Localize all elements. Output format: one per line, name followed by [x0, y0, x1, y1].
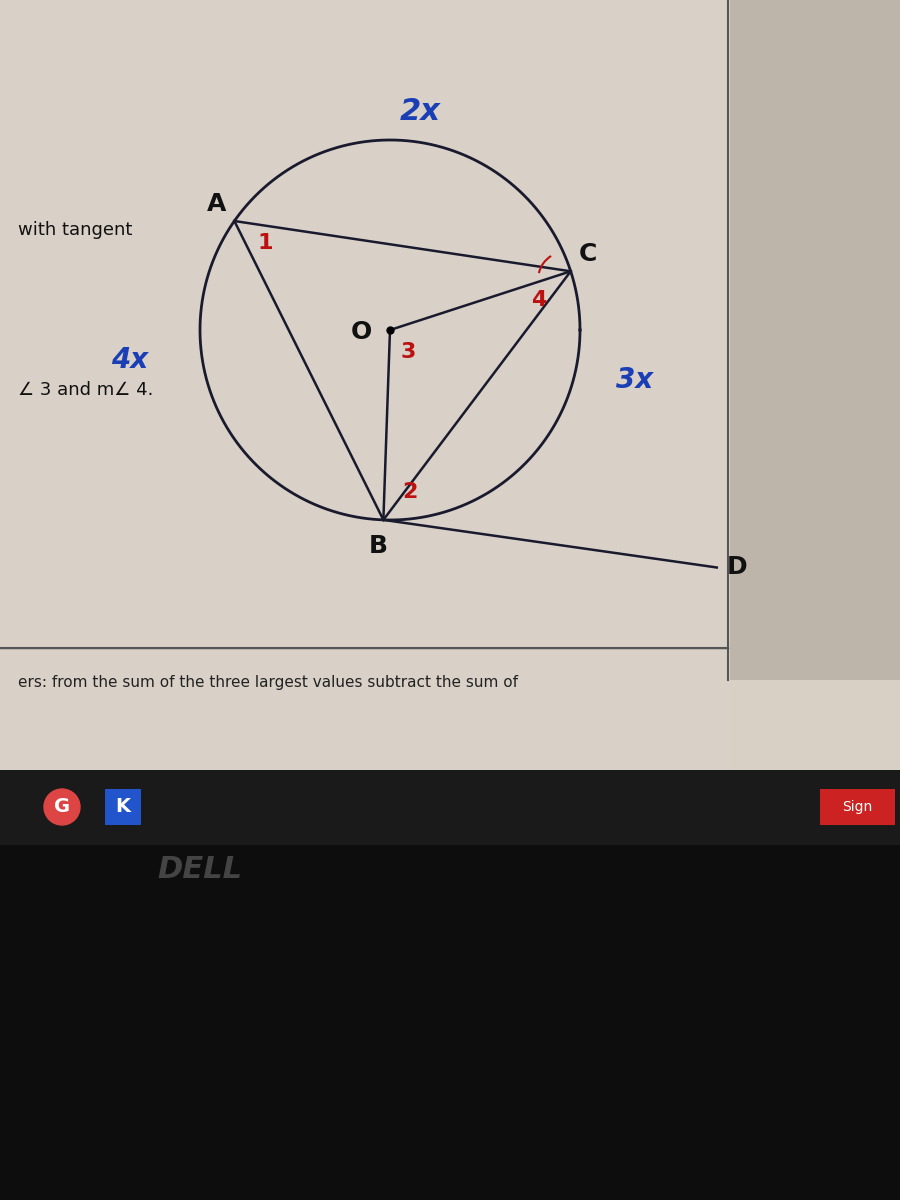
- Text: ∠ 3 and m∠ 4.: ∠ 3 and m∠ 4.: [18, 382, 153, 398]
- Bar: [0, 0, 730, 650]
- Text: K: K: [115, 798, 130, 816]
- Text: Sign: Sign: [842, 800, 872, 814]
- Text: C: C: [579, 242, 597, 266]
- Text: with tangent: with tangent: [18, 221, 132, 239]
- Text: D: D: [727, 556, 747, 580]
- Text: 3x: 3x: [616, 366, 653, 394]
- Text: 2x: 2x: [400, 97, 440, 126]
- Bar: [730, 0, 900, 680]
- Bar: [820, 790, 895, 826]
- Bar: [0, 650, 730, 770]
- Text: 3: 3: [400, 342, 416, 362]
- Text: DELL: DELL: [158, 856, 242, 884]
- Text: 4: 4: [531, 290, 547, 311]
- Text: O: O: [351, 320, 372, 344]
- Text: 4x: 4x: [112, 346, 148, 374]
- Text: B: B: [369, 534, 388, 558]
- Bar: [105, 790, 141, 826]
- Circle shape: [44, 790, 80, 826]
- Text: ers: from the sum of the three largest values subtract the sum of: ers: from the sum of the three largest v…: [18, 674, 518, 690]
- Text: 1: 1: [257, 233, 273, 253]
- Bar: [0, 770, 900, 845]
- Text: 2: 2: [402, 482, 418, 503]
- Text: G: G: [54, 798, 70, 816]
- Text: A: A: [207, 192, 227, 216]
- Bar: [0, 770, 900, 1200]
